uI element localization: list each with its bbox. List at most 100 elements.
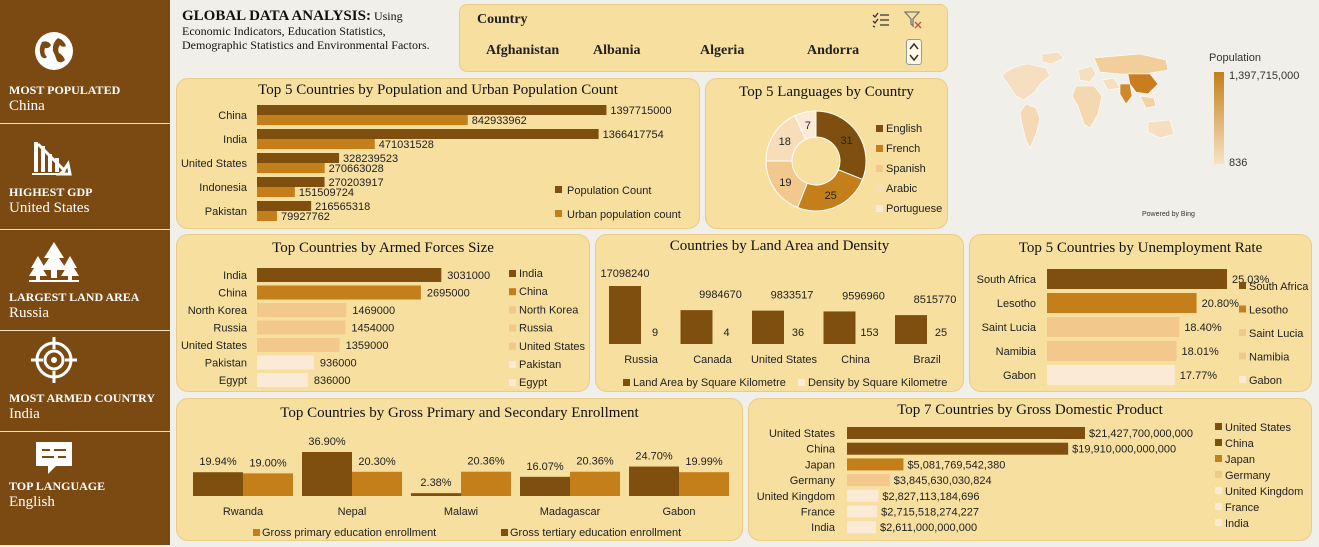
category-label: China [218,288,248,300]
map-legend-max: 1,397,715,000 [1229,70,1300,82]
legend-label: United States [1225,422,1292,434]
category-label: India [223,270,248,282]
clear-filter-icon[interactable] [904,11,922,29]
data-label: 17098240 [601,268,650,280]
bar-chart-icon [32,142,72,176]
category-label: China [841,354,871,366]
legend-label: North Korea [519,304,579,316]
data-label: 153 [860,327,878,339]
data-label: 270203917 [329,177,384,189]
legend-swatch [509,342,516,350]
category-label: Gabon [1003,370,1036,382]
legend-swatch [509,361,516,368]
legend-swatch [1239,282,1246,289]
globe-icon [35,32,73,70]
country-slicer[interactable]: Country Afghanistan Albania Algeria Ando… [459,4,948,72]
bar-urban [257,187,295,197]
bar-population [257,153,340,163]
legend-label: Density by Square Kilometre [808,377,947,389]
legend-swatch [1215,423,1222,430]
data-label: 18.01% [1182,346,1220,358]
bar [257,285,421,300]
data-label: 216565318 [315,201,370,213]
legend-swatch [1239,352,1246,360]
data-label: 1469000 [352,305,395,317]
bar [352,471,402,496]
legend-label: Gross tertiary education enrollment [510,527,681,539]
kpi-most-populated: MOST POPULATED China [0,0,170,124]
bar [1047,341,1177,361]
legend-swatch [509,324,516,332]
slicer-item-afghanistan[interactable]: Afghanistan [486,43,560,58]
chart-title: Top Countries by Armed Forces Size [272,240,494,256]
kpi-label: HIGHEST GDP [9,185,93,199]
legend-label: Urban population count [567,209,681,221]
data-label: 20.30% [358,456,396,468]
legend-label: Spanish [886,163,926,175]
legend-label: Portuguese [886,203,942,215]
data-label: 8515770 [914,294,957,306]
data-label: 1454000 [351,323,394,335]
legend-label: Population Count [567,185,651,197]
bar [461,471,511,496]
legend-label: Pakistan [519,359,561,371]
slicer-item-albania[interactable]: Albania [593,43,641,58]
data-label: 9833517 [771,290,814,302]
slicer-item-algeria[interactable]: Algeria [700,43,745,58]
legend-swatch [1215,519,1222,526]
legend-swatch [1215,471,1222,478]
slicer-item-andorra[interactable]: Andorra [807,43,860,58]
category-label: Pakistan [205,206,247,218]
chart-title: Top 5 Languages by Country [739,84,914,100]
legend-label: France [1225,502,1259,514]
chevron-icon[interactable] [909,42,919,62]
legend-label: United States [519,341,586,353]
legend-label: China [519,286,549,298]
data-label: 20.80% [1202,298,1240,310]
kpi-top-language: TOP LANGUAGE English [0,432,170,545]
category-label: Indonesia [199,182,248,194]
kpi-value: China [9,98,45,114]
map-legend-title: Population [1209,52,1261,64]
data-label: 9984670 [699,289,742,301]
bar-population [257,177,325,187]
kpi-value: English [9,494,55,510]
category-label: United States [181,340,248,352]
data-label: 836000 [314,375,351,387]
data-label: $19,910,000,000,000 [1072,444,1176,456]
data-label: 471031528 [379,139,434,151]
data-label: 31 [840,135,852,147]
category-label: Russia [213,323,248,335]
bar [1047,317,1180,337]
data-label: 19.99% [685,456,723,468]
legend-swatch [876,125,883,132]
data-label: 20.36% [467,456,505,468]
legend-label: South Africa [1249,281,1309,293]
bar-urban [257,139,375,149]
legend-label: India [1225,518,1250,530]
bing-credit: Powered by Bing [1142,211,1195,218]
kpi-label: LARGEST LAND AREA [9,290,140,304]
data-label: 1397715000 [610,105,671,117]
legend-swatch [509,379,516,387]
legend-label: Land Area by Square Kilometre [633,377,786,389]
data-label: $5,081,769,542,380 [907,459,1005,471]
population-map[interactable] [980,44,1206,180]
bar [257,268,442,282]
unemployment-chart: Top 5 Countries by Unemployment Rate Sout… [969,234,1312,392]
data-label: $2,715,518,274,227 [881,507,979,519]
category-label: United Kingdom [757,491,835,503]
kpi-most-armed-country: MOST ARMED COUNTRY India [0,331,170,432]
legend-swatch [1239,305,1246,313]
slicer-scroll[interactable] [906,39,922,65]
legend-swatch [798,379,805,386]
multi-select-icon[interactable] [872,12,890,28]
legend-swatch [876,185,883,192]
category-label: Madagascar [540,506,601,518]
legend-label: Namibia [1249,352,1290,364]
data-label: 328239523 [343,153,398,165]
category-label: Nepal [338,506,367,518]
pie-slice [794,110,817,140]
bar [570,471,620,496]
bar-land-area [823,311,856,344]
